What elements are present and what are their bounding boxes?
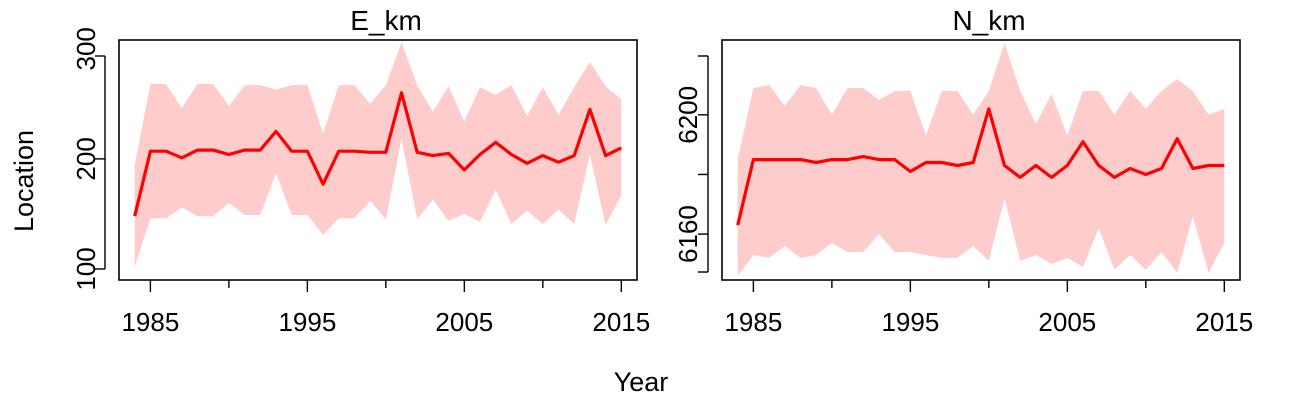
data-point — [415, 150, 419, 154]
y-axis-label: Location — [9, 130, 39, 232]
data-point — [227, 152, 231, 156]
data-point — [814, 161, 818, 165]
data-point — [148, 149, 152, 153]
data-point — [1160, 166, 1164, 170]
y-tick-label: 300 — [71, 27, 101, 70]
y-tick-label: 6160 — [673, 205, 703, 263]
data-point — [525, 161, 529, 165]
data-point — [478, 152, 482, 156]
data-point — [195, 148, 199, 152]
y-tick-label: 200 — [71, 137, 101, 180]
y-tick-label: 6200 — [673, 86, 703, 144]
data-point — [893, 158, 897, 162]
data-point — [971, 161, 975, 165]
data-point — [494, 140, 498, 144]
y-axis: 100 200 300 — [71, 27, 106, 291]
data-point — [337, 149, 341, 153]
data-point — [987, 107, 991, 111]
series-line — [133, 91, 623, 217]
data-point — [164, 149, 168, 153]
data-point — [783, 158, 787, 162]
data-point — [321, 182, 325, 186]
data-point — [830, 158, 834, 162]
plot-frame — [721, 39, 1241, 281]
data-point — [305, 149, 309, 153]
data-point — [1003, 164, 1007, 168]
x-tick-label: 1995 — [278, 307, 336, 337]
x-tick-label: 2005 — [435, 307, 493, 337]
data-point — [1034, 164, 1038, 168]
data-point — [955, 164, 959, 168]
data-point — [1144, 172, 1148, 176]
panel-e-km: 1985 1995 2005 2015 100 200 300 E_km — [71, 5, 650, 337]
data-point — [877, 158, 881, 162]
data-point — [846, 158, 850, 162]
data-point — [352, 149, 356, 153]
data-point — [180, 156, 184, 160]
data-point — [861, 155, 865, 159]
data-point — [462, 168, 466, 172]
data-point — [211, 148, 215, 152]
data-point — [767, 158, 771, 162]
confidence-band — [737, 43, 1225, 276]
panel-title: E_km — [350, 5, 422, 36]
data-point — [1112, 175, 1116, 179]
x-tick-label: 2005 — [1038, 307, 1096, 337]
data-point — [1128, 166, 1132, 170]
data-point — [1175, 137, 1179, 141]
y-axis: 6160 6200 — [673, 55, 709, 273]
data-point — [1050, 175, 1054, 179]
x-tick-label: 2015 — [1195, 307, 1253, 337]
x-tick-label: 2015 — [592, 307, 650, 337]
data-point — [751, 158, 755, 162]
x-tick-label: 1985 — [724, 307, 782, 337]
panel-title: N_km — [952, 5, 1025, 36]
x-tick-label: 1995 — [881, 307, 939, 337]
x-axis: 1985 1995 2005 2015 — [724, 280, 1253, 337]
data-point — [400, 91, 404, 95]
data-point — [384, 150, 388, 154]
data-point — [133, 214, 137, 218]
data-point — [604, 154, 608, 158]
data-point — [431, 154, 435, 158]
data-point — [572, 154, 576, 158]
plot-frame — [118, 39, 638, 281]
data-point — [924, 161, 928, 165]
data-point — [447, 151, 451, 155]
x-axis-label: Year — [614, 367, 669, 397]
data-point — [541, 154, 545, 158]
data-point — [1065, 164, 1069, 168]
data-point — [1191, 166, 1195, 170]
confidence-band — [134, 42, 622, 267]
series-line — [736, 107, 1225, 226]
data-point — [1018, 175, 1022, 179]
data-point — [1097, 164, 1101, 168]
data-point — [243, 148, 247, 152]
data-point — [274, 129, 278, 133]
data-point — [1207, 164, 1211, 168]
data-point — [940, 161, 944, 165]
data-point — [557, 160, 561, 164]
data-point — [509, 152, 513, 156]
data-point — [908, 169, 912, 173]
data-point — [1222, 164, 1226, 168]
data-point — [736, 223, 740, 227]
data-point — [619, 146, 623, 150]
y-tick-label: 100 — [71, 247, 101, 290]
x-tick-label: 1985 — [121, 307, 179, 337]
data-point — [258, 148, 262, 152]
data-point — [368, 150, 372, 154]
data-point — [290, 149, 294, 153]
data-point — [588, 107, 592, 111]
panel-n-km: 1985 1995 2005 2015 6160 6200 N_km — [673, 5, 1253, 337]
data-point — [1081, 140, 1085, 144]
data-point — [798, 158, 802, 162]
x-axis: 1985 1995 2005 2015 — [121, 280, 650, 337]
